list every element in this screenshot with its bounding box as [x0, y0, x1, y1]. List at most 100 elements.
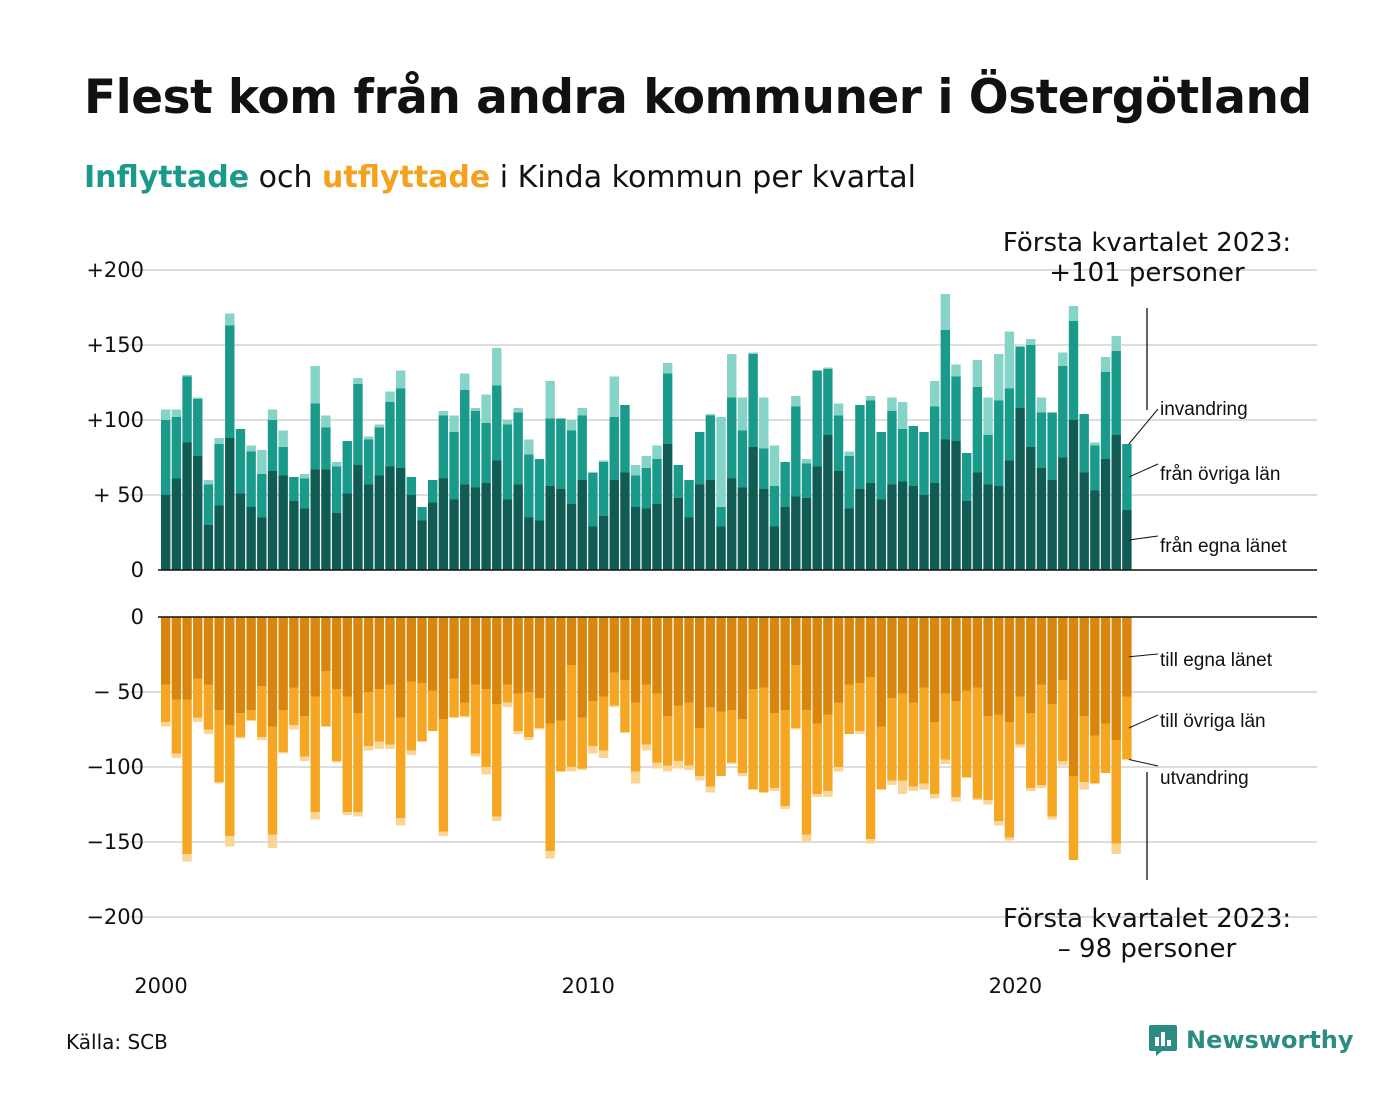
bar-out-utv [1111, 843, 1121, 854]
bar-in-egna [801, 498, 812, 570]
bar-out-ovriga [481, 689, 491, 767]
bar-out-egna [331, 617, 342, 689]
bar-in-ovriga [919, 432, 929, 495]
bar-out-utv [833, 767, 844, 772]
bottom-note-line: – 98 personer [1058, 934, 1237, 964]
bar-in-ovriga [983, 435, 993, 485]
bar-out-ovriga [577, 717, 587, 769]
bar-out-utv [545, 851, 555, 859]
inflow-bars [161, 294, 1132, 570]
bar-in-egna [983, 484, 993, 570]
bar-out-ovriga [193, 678, 203, 718]
bar-in-egna [577, 480, 587, 570]
bar-in-egna [737, 487, 748, 570]
bar-in-egna [887, 484, 897, 570]
bar-out-egna [417, 617, 427, 683]
bar-out-egna [1090, 617, 1100, 736]
bar-in-egna [673, 498, 684, 570]
label-invandring: invandring [1160, 399, 1248, 420]
bar-out-egna [897, 617, 908, 694]
bar-out-ovriga [331, 689, 342, 761]
bar-out-utv [940, 759, 951, 764]
bar-out-egna [203, 617, 214, 685]
bar-out-egna [524, 617, 534, 692]
bar-out-utv [257, 737, 267, 740]
bar-in-inv [887, 397, 897, 411]
bar-out-utv [673, 761, 684, 769]
bar-in-inv [791, 396, 801, 407]
bar-out-utv [929, 794, 940, 799]
bar-in-inv [193, 397, 203, 399]
bar-out-utv [1036, 785, 1047, 788]
bar-in-egna [513, 484, 523, 570]
bar-in-egna [545, 486, 555, 570]
bar-out-egna [1068, 617, 1079, 776]
bar-in-inv [1068, 306, 1079, 321]
bar-in-ovriga [385, 402, 395, 467]
bar-in-egna [193, 456, 203, 570]
bar-in-inv [801, 459, 812, 464]
bar-in-inv [1058, 352, 1068, 366]
bar-out-egna [962, 617, 972, 691]
bar-in-ovriga [193, 399, 203, 456]
bar-in-egna [331, 513, 342, 570]
bar-in-ovriga [342, 441, 352, 494]
bar-out-utv [780, 806, 790, 809]
bar-out-ovriga [374, 689, 384, 742]
bar-in-ovriga [246, 451, 256, 507]
bar-out-utv [299, 756, 310, 761]
bar-out-ovriga [363, 692, 374, 746]
bar-out-utv [310, 812, 320, 820]
bar-in-egna [823, 435, 833, 570]
bar-out-ovriga [705, 707, 716, 787]
bar-in-egna [556, 489, 566, 570]
bar-out-utv [727, 762, 737, 764]
bar-out-egna [630, 617, 641, 703]
bar-out-egna [492, 617, 502, 704]
bar-in-ovriga [865, 400, 876, 483]
bar-out-egna [363, 617, 374, 692]
bar-out-utv [374, 741, 384, 749]
bar-in-inv [481, 394, 491, 423]
bar-in-ovriga [737, 430, 748, 488]
bar-in-inv [299, 474, 310, 479]
bar-in-egna [225, 438, 235, 570]
source-note: Källa: SCB [66, 1030, 168, 1054]
bar-out-ovriga [171, 699, 182, 754]
bar-out-ovriga [289, 687, 299, 725]
bar-out-egna [1015, 617, 1025, 697]
leader-line [1128, 535, 1159, 541]
bar-in-ovriga [161, 420, 171, 495]
bar-out-utv [705, 786, 716, 793]
bar-out-utv [534, 728, 545, 730]
bar-out-ovriga [321, 671, 331, 727]
bar-out-ovriga [855, 683, 865, 731]
bar-in-egna [940, 439, 951, 570]
bar-in-ovriga [641, 468, 651, 509]
bar-in-ovriga [940, 330, 951, 440]
subtitle-rest: i Kinda kommun per kvartal [490, 160, 917, 195]
bar-in-ovriga [1015, 346, 1025, 408]
top-note-line: +101 personer [1049, 258, 1245, 288]
bar-out-egna [438, 617, 449, 719]
bar-out-utv [171, 753, 182, 758]
bar-out-egna [1058, 617, 1068, 680]
bar-out-ovriga [908, 702, 918, 787]
bar-out-ovriga [588, 701, 598, 746]
bar-in-egna [759, 489, 769, 570]
bar-out-ovriga [460, 702, 470, 716]
bar-in-egna [620, 472, 630, 570]
bar-out-ovriga [887, 698, 897, 781]
bar-out-ovriga [1100, 723, 1111, 773]
bar-in-ovriga [1004, 388, 1015, 461]
bar-out-egna [588, 617, 598, 701]
bar-in-ovriga [406, 477, 417, 495]
bar-out-ovriga [684, 702, 694, 766]
bar-out-egna [695, 617, 705, 728]
bar-in-ovriga [695, 432, 705, 485]
subtitle-inflyttade: Inflyttade [84, 160, 250, 195]
bar-out-egna [620, 617, 630, 680]
bar-in-ovriga [705, 415, 716, 480]
bar-in-egna [1058, 457, 1068, 570]
bar-in-ovriga [951, 376, 961, 441]
